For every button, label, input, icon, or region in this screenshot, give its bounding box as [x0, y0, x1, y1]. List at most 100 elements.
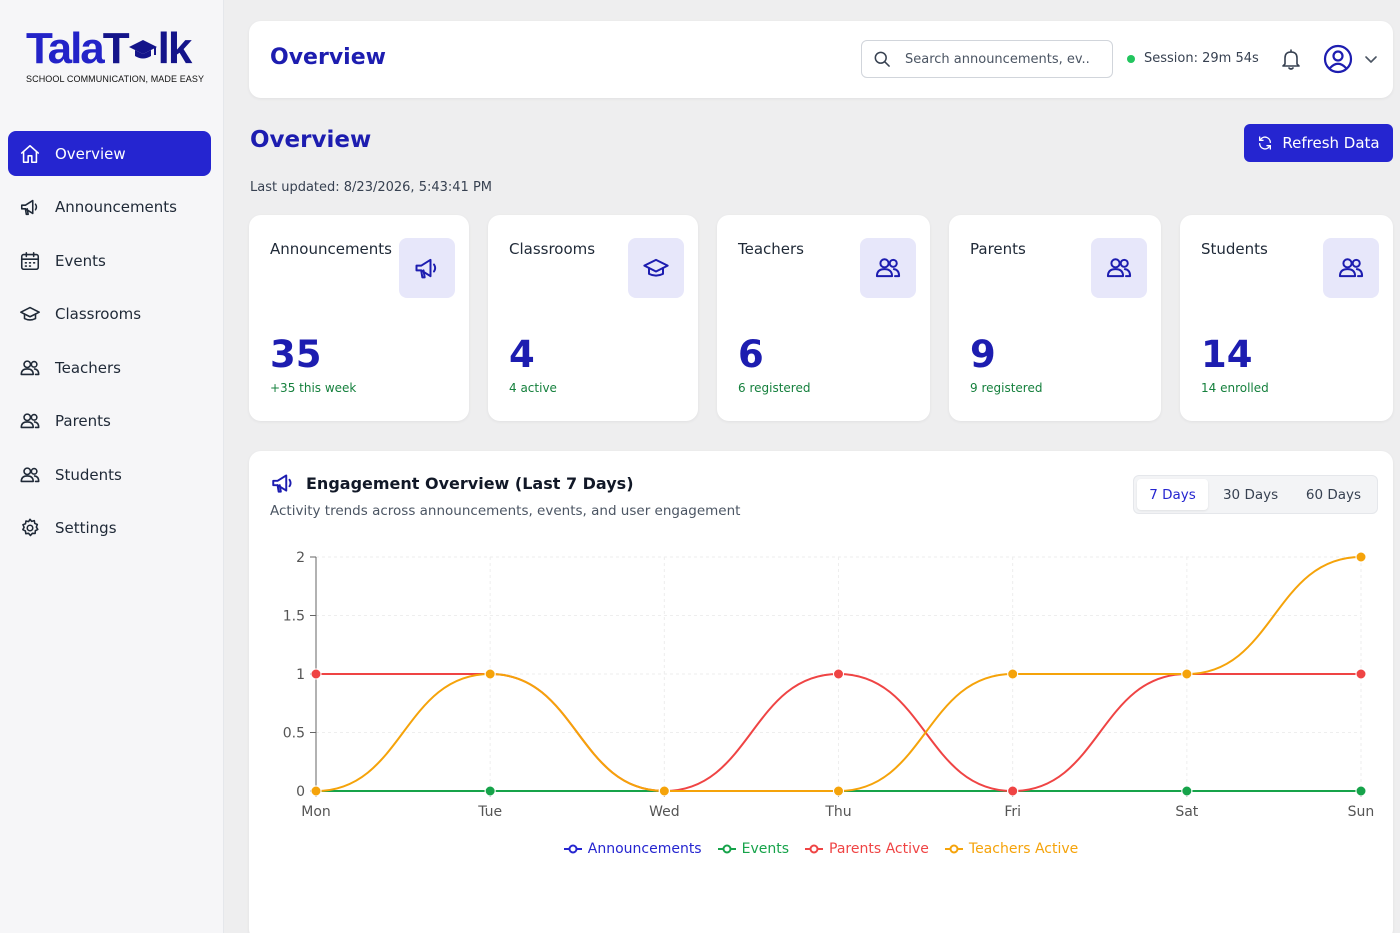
chart-legend: Announcements Events Parents Active Teacher…	[249, 841, 1393, 857]
engagement-line-chart: 0 0.5 1 1.5 2 Mon Tue Wed Thu Fri Sat Sun	[283, 550, 1375, 820]
legend-marker-icon	[944, 844, 963, 854]
users-icon	[18, 463, 42, 487]
stat-card-teachers[interactable]: Teachers 6 6 registered	[717, 215, 930, 421]
logo-text-part2: T	[102, 24, 130, 73]
range-toggle: 7 Days 30 Days 60 Days	[1133, 475, 1378, 514]
user-menu[interactable]	[1323, 44, 1379, 74]
users-icon	[18, 409, 42, 433]
stat-subtext: 4 active	[509, 381, 557, 395]
megaphone-icon	[272, 474, 292, 493]
stat-subtext: 14 enrolled	[1201, 381, 1269, 395]
sidebar-item-label: Parents	[55, 412, 111, 430]
sidebar-item-overview[interactable]: Overview	[8, 131, 211, 176]
data-point-parents-active	[1355, 668, 1367, 680]
data-point-teachers-active	[833, 785, 844, 797]
stat-label: Teachers	[738, 240, 804, 258]
sidebar-item-teachers[interactable]: Teachers	[8, 345, 211, 390]
data-point-events	[1355, 785, 1367, 797]
range-30-days-button[interactable]: 30 Days	[1222, 486, 1279, 503]
search-input[interactable]	[905, 51, 1091, 67]
stat-label: Students	[1201, 240, 1268, 258]
legend-label: Events	[741, 841, 790, 857]
sidebar-item-announcements[interactable]: Announcements	[8, 185, 211, 230]
engagement-chart-card: Engagement Overview (Last 7 Days) Activi…	[249, 451, 1393, 933]
search-box[interactable]	[861, 40, 1113, 78]
session-status-dot	[1127, 54, 1135, 63]
user-avatar-icon	[1323, 44, 1353, 74]
megaphone-icon	[18, 195, 42, 219]
stat-value: 35	[270, 333, 322, 376]
data-point-teachers-active	[1181, 668, 1193, 680]
legend-item-parents-active[interactable]: Parents Active	[805, 841, 929, 857]
legend-item-announcements[interactable]: Announcements	[563, 841, 702, 857]
logo-text-part1: Tala	[26, 24, 105, 73]
graduation-cap-logo-icon	[128, 40, 157, 59]
stat-label: Announcements	[270, 240, 392, 258]
header-title: Overview	[270, 45, 386, 70]
stat-subtext: 6 registered	[738, 381, 811, 395]
legend-item-events[interactable]: Events	[717, 841, 790, 857]
sidebar-item-label: Students	[55, 465, 122, 484]
y-tick-label: 2	[296, 550, 305, 566]
legend-label: Parents Active	[829, 841, 929, 857]
stat-value: 14	[1201, 333, 1253, 376]
stat-card-parents[interactable]: Parents 9 9 registered	[949, 215, 1161, 421]
gear-icon	[18, 516, 42, 540]
logo[interactable]: TalaT lk SCHOOL COMMUNICATION, MADE EASY	[26, 24, 206, 85]
graduation-cap-icon	[628, 238, 684, 298]
search-icon	[874, 51, 890, 67]
session-timer: Session: 29m 54s	[1127, 51, 1259, 66]
sidebar-item-students[interactable]: Students	[8, 452, 211, 497]
sidebar-item-label: Classrooms	[55, 305, 142, 323]
legend-marker-icon	[563, 844, 582, 854]
session-text: Session: 29m 54s	[1144, 51, 1259, 66]
stat-subtext: 9 registered	[970, 381, 1043, 395]
range-7-days-button[interactable]: 7 Days	[1137, 479, 1209, 510]
sidebar-item-label: Settings	[55, 519, 117, 537]
refresh-icon	[1259, 136, 1272, 150]
chart-title-row: Engagement Overview (Last 7 Days)	[270, 470, 634, 496]
x-tick-label: Mon	[301, 804, 331, 820]
data-point-events	[1181, 785, 1193, 797]
logo-text-part3: lk	[157, 24, 193, 73]
sidebar: TalaT lk SCHOOL COMMUNICATION, MADE EASY …	[0, 0, 224, 933]
chart-description: Activity trends across announcements, ev…	[270, 503, 741, 519]
bell-icon[interactable]	[1279, 47, 1303, 71]
sidebar-item-label: Events	[55, 251, 106, 270]
stat-value: 6	[738, 333, 764, 376]
data-point-parents-active	[1007, 785, 1019, 797]
x-tick-label: Fri	[1004, 804, 1021, 820]
legend-label: Teachers Active	[968, 841, 1079, 857]
y-tick-label: 0.5	[283, 726, 305, 742]
x-tick-label: Thu	[824, 804, 851, 820]
range-60-days-button[interactable]: 60 Days	[1305, 486, 1362, 503]
sidebar-item-classrooms[interactable]: Classrooms	[8, 292, 211, 337]
megaphone-icon	[399, 238, 455, 298]
sidebar-item-label: Announcements	[55, 198, 177, 216]
stat-card-classrooms[interactable]: Classrooms 4 4 active	[488, 215, 698, 421]
graduation-cap-icon	[18, 302, 42, 326]
sidebar-item-events[interactable]: Events	[8, 238, 211, 283]
logo-tagline: SCHOOL COMMUNICATION, MADE EASY	[26, 74, 205, 84]
data-point-teachers-active	[1007, 668, 1019, 680]
calendar-icon	[18, 249, 42, 273]
data-point-parents-active	[833, 668, 844, 680]
stat-value: 9	[970, 333, 996, 376]
stat-label: Parents	[970, 240, 1026, 258]
legend-item-teachers-active[interactable]: Teachers Active	[944, 841, 1079, 857]
chart-title: Engagement Overview (Last 7 Days)	[306, 473, 634, 493]
data-point-teachers-active	[310, 785, 322, 797]
sidebar-item-parents[interactable]: Parents	[8, 399, 211, 444]
legend-marker-icon	[717, 844, 736, 854]
stat-card-students[interactable]: Students 14 14 enrolled	[1180, 215, 1393, 421]
refresh-data-button[interactable]: Refresh Data	[1244, 124, 1393, 162]
sidebar-item-label: Overview	[55, 144, 126, 163]
users-icon	[18, 356, 42, 380]
stat-label: Classrooms	[509, 240, 596, 258]
chevron-down-icon	[1365, 56, 1377, 63]
sidebar-item-settings[interactable]: Settings	[8, 506, 211, 551]
stat-card-announcements[interactable]: Announcements 35 +35 this week	[249, 215, 469, 421]
last-updated: Last updated: 8/23/2026, 5:43:41 PM	[250, 180, 493, 195]
home-icon	[18, 142, 42, 166]
users-icon	[1323, 238, 1379, 298]
